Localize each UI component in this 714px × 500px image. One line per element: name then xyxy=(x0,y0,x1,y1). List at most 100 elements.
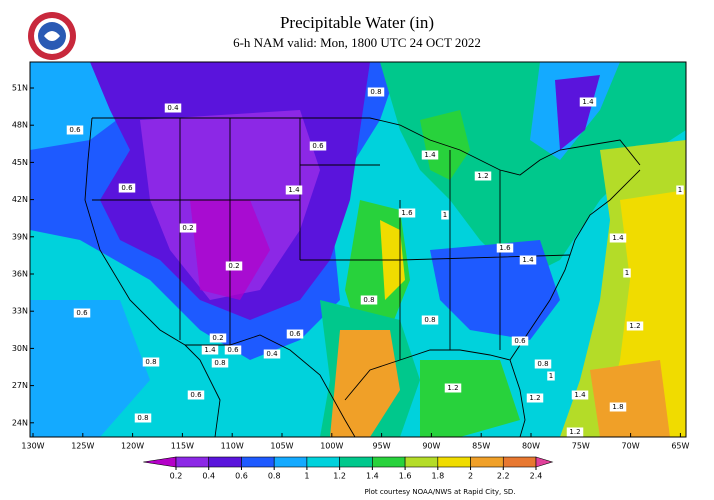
colorbar-segment xyxy=(437,456,471,468)
contour-label: 0.6 xyxy=(289,330,301,338)
colorbar-tick-label: 1.6 xyxy=(399,472,412,481)
contour-label: 0.8 xyxy=(363,296,374,304)
contour-label-box xyxy=(398,208,416,218)
latitude-label: 51N xyxy=(12,84,28,93)
latitude-label: 27N xyxy=(12,381,28,390)
colorbar-tick-label: 0.6 xyxy=(235,472,248,481)
contour-label: 0.8 xyxy=(145,358,156,366)
contour-label-box xyxy=(73,308,91,318)
contour-label: 1.4 xyxy=(522,256,534,264)
contour-label-box xyxy=(118,183,136,193)
longitude-label: 105W xyxy=(270,442,293,451)
contour-label-box xyxy=(211,358,229,368)
longitude-label: 65W xyxy=(671,442,689,451)
contour-label: 0.6 xyxy=(227,346,239,354)
colorbar-tick-label: 2.4 xyxy=(530,472,543,481)
colorbar-high xyxy=(535,456,554,468)
contour-label-box xyxy=(571,390,589,400)
longitude-label: 90W xyxy=(422,442,440,451)
contour-label-box xyxy=(309,141,327,151)
latitude-label: 42N xyxy=(12,195,28,204)
latitude-label: 36N xyxy=(12,270,28,279)
credit: Plot courtesy NOAA/NWS at Rapid City, SD… xyxy=(364,488,515,496)
contour-label-box xyxy=(519,255,537,265)
latitude-label: 48N xyxy=(12,121,28,130)
latitude-label: 39N xyxy=(12,232,28,241)
contour-label-box xyxy=(179,223,197,233)
contour-label-box xyxy=(474,171,492,181)
contour-label: 0.8 xyxy=(370,88,381,96)
contour-label: 1.4 xyxy=(204,346,216,354)
contour-label: 1 xyxy=(678,186,682,194)
contour-label-box xyxy=(623,268,631,278)
contour-label-box xyxy=(66,125,84,135)
contour-label-box xyxy=(444,383,462,393)
contour-label-box xyxy=(209,333,227,343)
logo xyxy=(28,12,76,60)
colorbar-tick-label: 0.2 xyxy=(170,472,183,481)
colorbar-segment xyxy=(502,456,537,468)
contour-label-box xyxy=(609,233,627,243)
contour-label-box xyxy=(526,393,544,403)
contour-label-box xyxy=(547,371,555,381)
contour-label: 0.6 xyxy=(69,126,81,134)
contour-label: 0.4 xyxy=(167,104,179,112)
contour-label: 1.4 xyxy=(424,151,436,159)
contour-label-box xyxy=(225,261,243,271)
contour-label-box xyxy=(566,427,584,437)
contour-label: 1.6 xyxy=(499,244,511,252)
contour-label-box xyxy=(164,103,182,113)
colorbar-segment xyxy=(208,456,242,468)
contour-label-box xyxy=(201,345,219,355)
longitude-label: 95W xyxy=(373,442,391,451)
contour-label: 0.8 xyxy=(424,316,435,324)
contour-label: 1.2 xyxy=(629,322,640,330)
latitude-label: 33N xyxy=(12,307,28,316)
longitude-label: 85W xyxy=(472,442,490,451)
contour-label-box xyxy=(626,321,644,331)
longitude-label: 130W xyxy=(21,442,44,451)
contour-label-box xyxy=(609,402,627,412)
contour-label-box xyxy=(579,97,597,107)
longitude-label: 120W xyxy=(121,442,144,451)
longitude-label: 70W xyxy=(622,442,640,451)
contour-label: 1.2 xyxy=(529,394,540,402)
colorbar-segment xyxy=(339,456,373,468)
contour-label: 0.8 xyxy=(214,359,225,367)
colorbar-segment xyxy=(273,456,308,468)
title: Precipitable Water (in) xyxy=(280,13,434,32)
contour-label: 0.8 xyxy=(137,414,148,422)
colorbar-tick-label: 1.2 xyxy=(333,472,346,481)
contour-label: 1.6 xyxy=(401,209,413,217)
contour-label: 0.6 xyxy=(190,391,202,399)
colorbar-segment xyxy=(241,456,275,468)
contour-label-box xyxy=(421,150,439,160)
contour-label-box xyxy=(224,345,242,355)
contour-label: 0.2 xyxy=(212,334,223,342)
contour-label: 0.8 xyxy=(537,360,548,368)
colorbar-tick-label: 2.2 xyxy=(497,472,510,481)
contour-label: 0.4 xyxy=(266,350,278,358)
colorbar-segment xyxy=(470,456,504,468)
colorbar-tick-label: 1.4 xyxy=(366,472,379,481)
contour-label: 1.2 xyxy=(447,384,458,392)
colorbar-segment xyxy=(306,456,340,468)
coastlines-borders xyxy=(84,117,641,438)
contour-label-box xyxy=(360,295,378,305)
colorbar-tick-label: 1.8 xyxy=(431,472,444,481)
colorbar-low xyxy=(143,456,177,468)
contour-label-box xyxy=(511,336,529,346)
contour-label: 0.2 xyxy=(228,262,239,270)
latitude-label: 45N xyxy=(12,158,28,167)
contour-label: 0.6 xyxy=(121,184,133,192)
contour-label: 1.4 xyxy=(574,391,586,399)
contour-label-box xyxy=(263,349,281,359)
contour-label-box xyxy=(496,243,514,253)
contour-label: 1 xyxy=(443,211,447,219)
colorbar-tick-label: 0.4 xyxy=(202,472,215,481)
subtitle: 6-h NAM valid: Mon, 1800 UTC 24 OCT 2022 xyxy=(233,35,481,50)
longitude-label: 125W xyxy=(71,442,94,451)
contour-label: 0.2 xyxy=(182,224,193,232)
contour-label: 1.4 xyxy=(612,234,624,242)
